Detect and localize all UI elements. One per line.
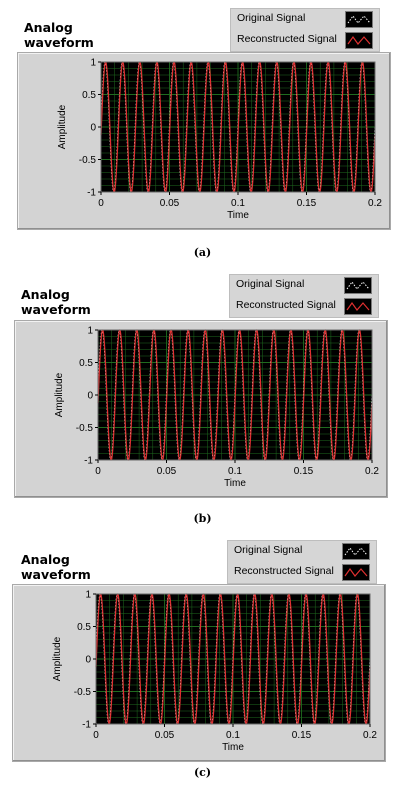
legend-label-original: Original Signal: [234, 544, 303, 556]
legend: Original Signal Reconstructed Signal: [227, 540, 377, 584]
series-reconstructed-signal: [95, 593, 371, 725]
x-tick-label: 0.15: [292, 730, 312, 741]
chart-title-line-2: waveform: [24, 35, 94, 50]
waveform-panel-b: Analog waveform Original Signal Reconstr…: [0, 266, 405, 526]
legend-label-original: Original Signal: [236, 278, 305, 290]
legend-swatch-original[interactable]: [345, 11, 373, 28]
y-tick-label: 1: [85, 590, 91, 601]
legend-item-original[interactable]: Original Signal: [230, 275, 378, 295]
x-tick-label: 0: [95, 466, 101, 477]
waveform-panel-c: Analog waveform Original Signal Reconstr…: [0, 532, 405, 792]
x-axis-label: Time: [224, 478, 246, 489]
x-tick-label: 0.05: [157, 466, 177, 477]
y-tick-label: 0.5: [77, 622, 91, 633]
x-tick-label: 0: [98, 198, 104, 209]
series-reconstructed-signal: [97, 329, 373, 461]
figure-caption: (a): [193, 246, 212, 259]
x-tick-label: 0.15: [294, 466, 314, 477]
series-reconstructed-signal: [100, 61, 376, 193]
legend-item-reconstructed[interactable]: Reconstructed Signal: [230, 296, 378, 316]
legend-swatch-reconstructed[interactable]: [344, 298, 372, 315]
y-tick-label: -1: [84, 456, 93, 467]
y-tick-label: -0.5: [79, 155, 97, 166]
legend-label-original: Original Signal: [237, 12, 306, 24]
x-tick-label: 0.2: [368, 198, 382, 209]
legend-label-reconstructed: Reconstructed Signal: [237, 33, 337, 45]
chart-title: Analog waveform: [21, 287, 91, 317]
legend-swatch-reconstructed[interactable]: [342, 564, 370, 581]
chart-title-line-1: Analog: [21, 287, 70, 302]
figure-caption: (b): [193, 512, 212, 525]
legend-item-reconstructed[interactable]: Reconstructed Signal: [228, 562, 376, 582]
x-tick-label: 0.2: [363, 730, 377, 741]
waveform-panel-a: Analog waveform Original Signal Reconstr…: [0, 0, 405, 260]
y-tick-label: 0.5: [82, 90, 96, 101]
y-tick-label: 0: [85, 655, 91, 666]
x-tick-label: 0.15: [297, 198, 317, 209]
y-axis-label: Amplitude: [54, 372, 65, 417]
y-tick-label: 0.5: [79, 358, 93, 369]
x-axis-label: Time: [222, 742, 244, 753]
y-tick-label: 1: [87, 326, 93, 337]
x-tick-label: 0.1: [226, 730, 240, 741]
legend-swatch-reconstructed[interactable]: [345, 32, 373, 49]
y-tick-label: 1: [90, 58, 96, 69]
x-tick-label: 0.05: [160, 198, 180, 209]
legend-item-original[interactable]: Original Signal: [231, 9, 379, 29]
chart-title-line-2: waveform: [21, 302, 91, 317]
chart-title-line-1: Analog: [24, 20, 73, 35]
chart-title: Analog waveform: [21, 552, 91, 582]
y-tick-label: -0.5: [76, 423, 94, 434]
chart-title: Analog waveform: [24, 20, 94, 50]
y-axis-label: Amplitude: [52, 636, 63, 681]
x-tick-label: 0: [93, 730, 99, 741]
y-tick-label: -1: [87, 188, 96, 199]
x-tick-label: 0.2: [365, 466, 379, 477]
chart-title-line-2: waveform: [21, 567, 91, 582]
legend-label-reconstructed: Reconstructed Signal: [234, 565, 334, 577]
x-tick-label: 0.05: [155, 730, 175, 741]
x-tick-label: 0.1: [228, 466, 242, 477]
chart-title-line-1: Analog: [21, 552, 70, 567]
legend: Original Signal Reconstructed Signal: [230, 8, 380, 52]
x-tick-label: 0.1: [231, 198, 245, 209]
y-tick-label: 0: [87, 391, 93, 402]
x-axis-label: Time: [227, 210, 249, 221]
legend-item-reconstructed[interactable]: Reconstructed Signal: [231, 30, 379, 50]
y-tick-label: -0.5: [74, 687, 92, 698]
legend-item-original[interactable]: Original Signal: [228, 541, 376, 561]
legend-swatch-original[interactable]: [344, 277, 372, 294]
legend: Original Signal Reconstructed Signal: [229, 274, 379, 318]
y-tick-label: 0: [90, 123, 96, 134]
legend-swatch-original[interactable]: [342, 543, 370, 560]
y-tick-label: -1: [82, 720, 91, 731]
y-axis-label: Amplitude: [57, 104, 68, 149]
legend-label-reconstructed: Reconstructed Signal: [236, 299, 336, 311]
figure-caption: (c): [193, 766, 212, 779]
